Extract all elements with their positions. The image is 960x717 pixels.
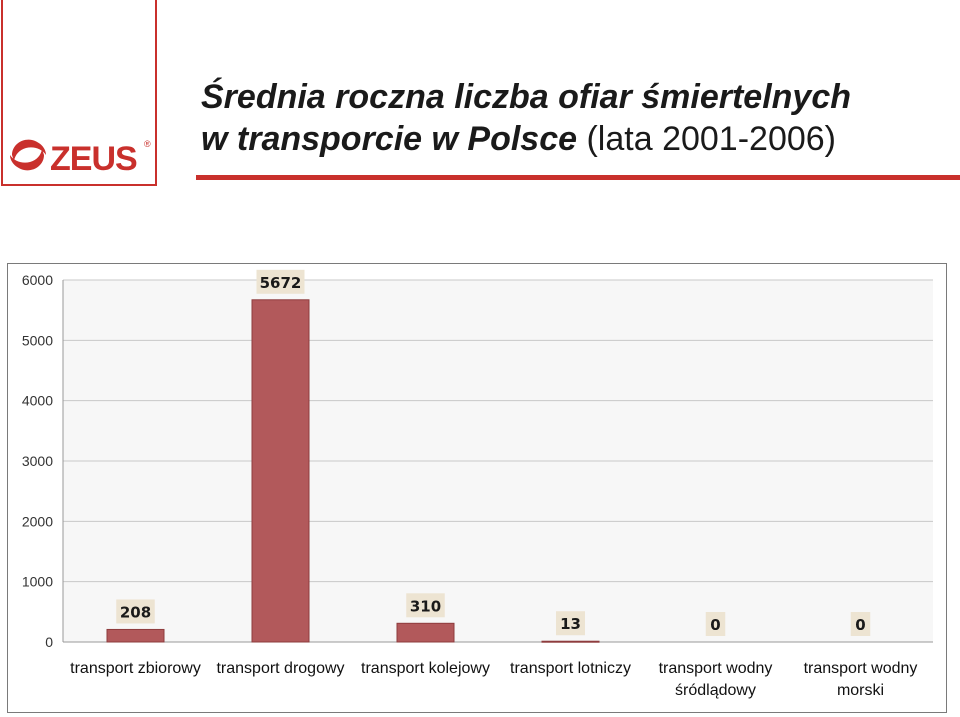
data-label-bg [705, 612, 726, 636]
data-label: 208 [120, 603, 151, 621]
x-tick-label: morski [837, 682, 884, 699]
y-tick-label: 1000 [22, 574, 53, 590]
title-line-2-bold: w transporcie w Polsce [201, 120, 578, 158]
x-tick-label: transport wodny [804, 660, 918, 677]
logo-frame [1, 0, 157, 186]
title-line-1: Średnia roczna liczba ofiar śmiertelnych [201, 78, 852, 116]
data-label-bg [850, 612, 871, 636]
data-label: 0 [710, 616, 720, 634]
data-label: 13 [560, 615, 581, 633]
x-tick-label: transport zbiorowy [70, 660, 201, 677]
data-label-bg [406, 593, 445, 618]
data-label: 310 [410, 597, 441, 615]
y-tick-label: 5000 [22, 332, 53, 348]
x-tick-label: transport drogowy [216, 660, 344, 677]
y-tick-label: 4000 [22, 393, 53, 409]
x-tick-label: transport lotniczy [510, 660, 631, 677]
x-tick-label: transport kolejowy [361, 660, 490, 677]
data-label-bg [556, 611, 585, 636]
y-tick-label: 3000 [22, 453, 53, 469]
y-tick-label: 2000 [22, 513, 53, 529]
title-underline [196, 175, 960, 180]
logo-registered-mark: ® [144, 139, 151, 149]
y-tick-label: 0 [45, 634, 53, 650]
x-tick-label: śródlądowy [675, 682, 756, 699]
bar [396, 622, 455, 643]
title-line-2: w transporcie w Polsce (lata 2001-2006) [201, 118, 851, 160]
x-tick-label: transport wodny [659, 660, 773, 677]
data-label: 0 [855, 616, 865, 634]
zeus-logo-icon [10, 139, 46, 171]
data-label-bg [116, 599, 155, 624]
logo-text: ZEUS [50, 140, 138, 178]
data-label: 5672 [260, 274, 302, 292]
bar [106, 628, 165, 643]
page-title: Średnia roczna liczba ofiar śmiertelnych… [201, 76, 851, 160]
data-label-bg [256, 269, 305, 294]
bar [541, 640, 600, 643]
y-tick-label: 6000 [22, 272, 53, 288]
title-years: (lata 2001-2006) [586, 120, 836, 158]
bar [251, 299, 310, 643]
